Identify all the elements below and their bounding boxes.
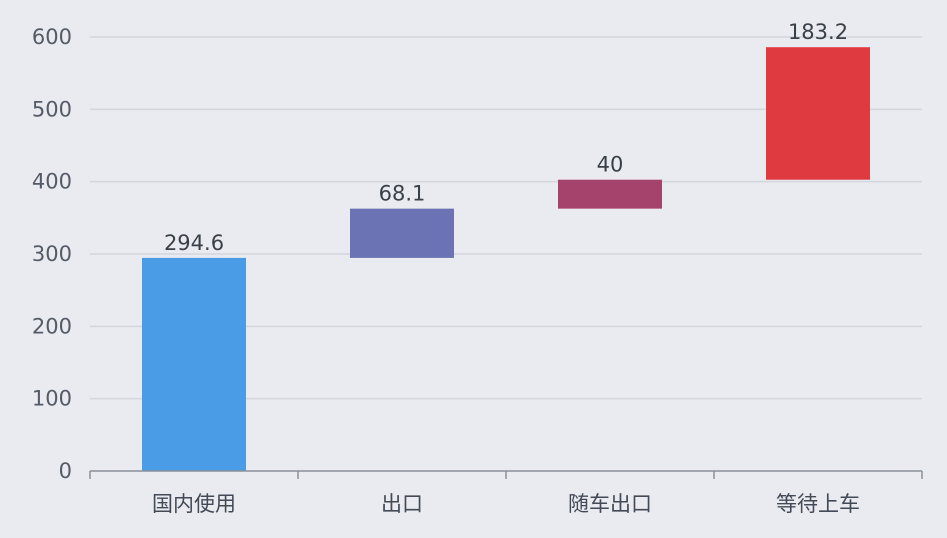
bar-value-label: 183.2 — [788, 20, 848, 44]
y-tick-label: 400 — [32, 170, 72, 194]
y-tick-label: 100 — [32, 387, 72, 411]
x-tick-label: 等待上车 — [776, 492, 860, 516]
bar — [766, 47, 870, 180]
x-tick-label: 随车出口 — [568, 492, 652, 516]
y-tick-label: 500 — [32, 97, 72, 121]
x-tick-label: 出口 — [381, 492, 423, 516]
bar — [350, 208, 454, 258]
x-axis-tick-labels: 国内使用 出口 随车出口 等待上车 — [152, 492, 860, 516]
bar-value-label: 68.1 — [379, 182, 426, 206]
bar — [142, 257, 246, 471]
x-tick-label: 国内使用 — [152, 492, 236, 516]
y-axis-tick-labels: 0 100 200 300 400 500 600 — [32, 25, 72, 483]
bar-value-label: 40 — [597, 153, 624, 177]
bar-value-label: 294.6 — [164, 231, 224, 255]
bars — [142, 47, 870, 471]
x-axis-tick-marks — [89, 471, 923, 479]
bar-value-labels: 294.6 68.1 40 183.2 — [164, 20, 848, 255]
y-tick-label: 300 — [32, 242, 72, 266]
y-tick-label: 200 — [32, 314, 72, 338]
y-tick-label: 600 — [32, 25, 72, 49]
bar — [558, 179, 662, 209]
y-tick-label: 0 — [59, 459, 72, 483]
